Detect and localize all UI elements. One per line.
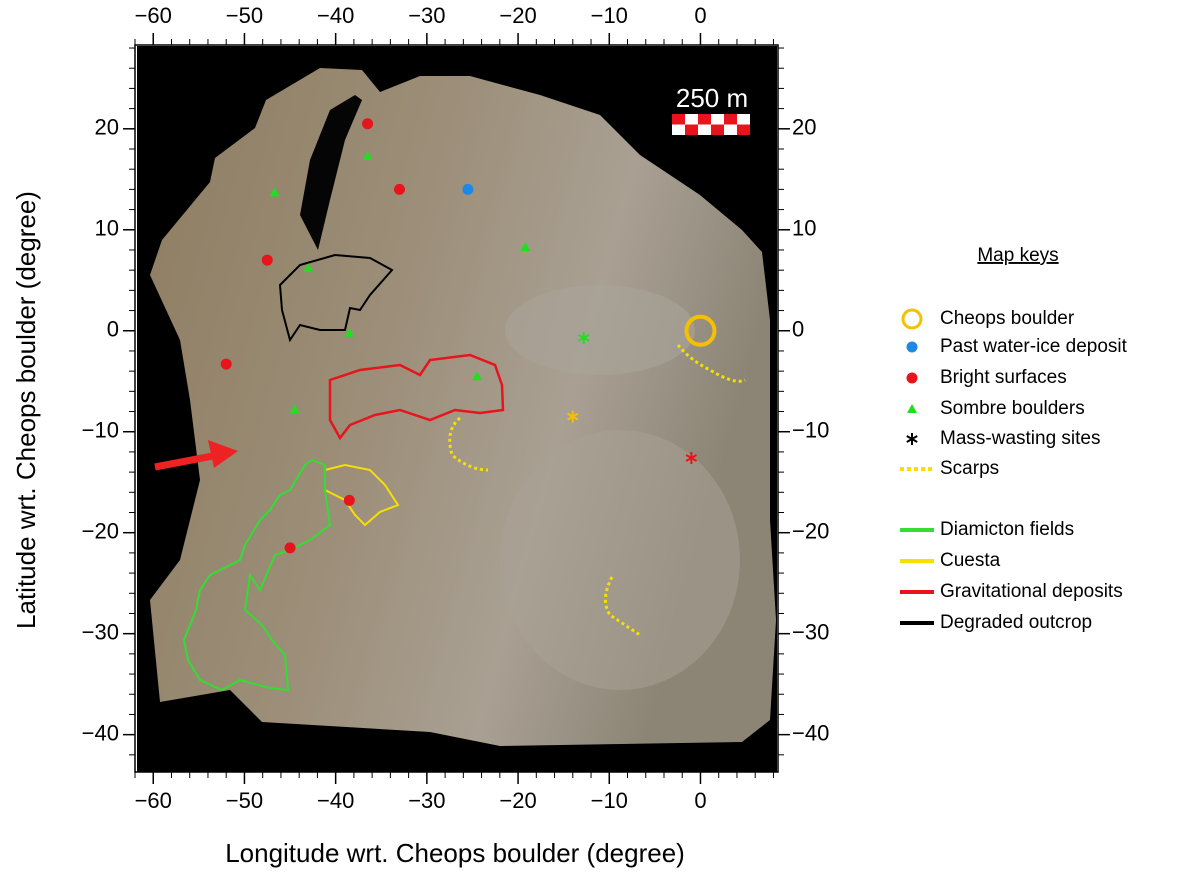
scale-bar-label: 250 m: [676, 83, 748, 113]
legend-label: Diamicton fields: [940, 519, 1074, 540]
y-tick-label: 0: [107, 317, 119, 342]
cuesta: [324, 463, 400, 527]
triangle-marker: [269, 187, 280, 197]
asterisk-marker: [578, 331, 590, 344]
gravitational-deposits: [328, 353, 505, 441]
legend-label: Cuesta: [940, 550, 1001, 571]
asterisk-marker: [906, 433, 918, 445]
triangle-marker: [472, 371, 483, 381]
y-tick-label: 20: [95, 115, 119, 140]
x-tick-label: −40: [317, 3, 354, 28]
legend-label: Sombre boulders: [940, 398, 1085, 419]
x-tick-label: −30: [408, 788, 445, 813]
triangle-marker: [520, 241, 531, 251]
triangle-marker: [344, 327, 355, 337]
diamicton-fields: [182, 458, 332, 692]
x-tick-label: −10: [591, 3, 628, 28]
y-tick-label: −40: [82, 720, 119, 745]
map-frame: [134, 44, 779, 773]
x-tick-label: −10: [591, 788, 628, 813]
legend-title: Map keys: [977, 245, 1058, 266]
x-tick-label: −20: [499, 788, 536, 813]
y-tick-label: −10: [82, 418, 119, 443]
scale-bar-checks: [672, 114, 750, 135]
y-tick-label: −30: [82, 619, 119, 644]
asterisk-marker: [685, 451, 698, 464]
triangle-marker: [362, 151, 373, 161]
triangle-marker: [907, 404, 917, 413]
x-tick-label: 0: [694, 3, 706, 28]
scale-check: [672, 114, 685, 125]
legend-label: Mass-wasting sites: [940, 428, 1101, 449]
scarps: [448, 344, 746, 637]
smooth-terrain: [500, 430, 740, 690]
x-tick-label: −60: [135, 788, 172, 813]
y-tick-label: 10: [792, 216, 816, 241]
legend-label: Cheops boulder: [940, 308, 1075, 329]
arrow-head: [208, 440, 238, 468]
cheops-boulder: [901, 308, 923, 330]
shadow-crack: [300, 95, 362, 250]
dot-marker: [343, 494, 355, 506]
scarp: [604, 576, 641, 637]
scale-check: [724, 114, 737, 125]
x-tick-label: −40: [317, 788, 354, 813]
x-tick-label: −20: [499, 3, 536, 28]
y-tick-label: −20: [82, 519, 119, 544]
dot-marker: [906, 341, 918, 353]
cheops-boulder: [684, 314, 717, 347]
dot-marker: [393, 183, 405, 195]
x-axis-label: Longitude wrt. Cheops boulder (degree): [225, 838, 685, 868]
triangle-marker: [289, 404, 300, 414]
legend-label: Past water-ice deposit: [940, 336, 1128, 357]
y-axis-label: Latitude wrt. Cheops boulder (degree): [11, 191, 41, 629]
triangle-marker: [303, 263, 314, 273]
legend-label: Degraded outcrop: [940, 612, 1092, 633]
scale-check: [737, 124, 750, 135]
y-tick-label: −10: [792, 418, 829, 443]
x-tick-label: 0: [694, 788, 706, 813]
dot-marker: [284, 542, 296, 554]
dot-marker: [906, 372, 918, 384]
scale-check: [685, 124, 698, 135]
dot-marker: [362, 118, 374, 130]
smooth-terrain: [505, 285, 695, 375]
y-tick-label: 20: [792, 115, 816, 140]
y-tick-label: 10: [95, 216, 119, 241]
asterisk-marker: [567, 410, 579, 423]
y-tick-label: −40: [792, 720, 829, 745]
degraded-outcrop: [278, 253, 394, 343]
legend-label: Bright surfaces: [940, 367, 1067, 388]
y-tick-label: −30: [792, 619, 829, 644]
dot-marker: [462, 183, 474, 195]
arrow-shaft: [154, 451, 219, 471]
scale-check: [711, 124, 724, 135]
legend-label: Gravitational deposits: [940, 581, 1123, 602]
scale-check: [698, 114, 711, 125]
x-tick-label: −30: [408, 3, 445, 28]
dot-marker: [261, 254, 273, 266]
x-tick-label: −60: [135, 3, 172, 28]
legend-label: Scarps: [940, 458, 999, 479]
dot-marker: [220, 358, 232, 370]
x-tick-label: −50: [226, 788, 263, 813]
y-tick-label: 0: [792, 317, 804, 342]
x-tick-label: −50: [226, 3, 263, 28]
y-tick-label: −20: [792, 519, 829, 544]
